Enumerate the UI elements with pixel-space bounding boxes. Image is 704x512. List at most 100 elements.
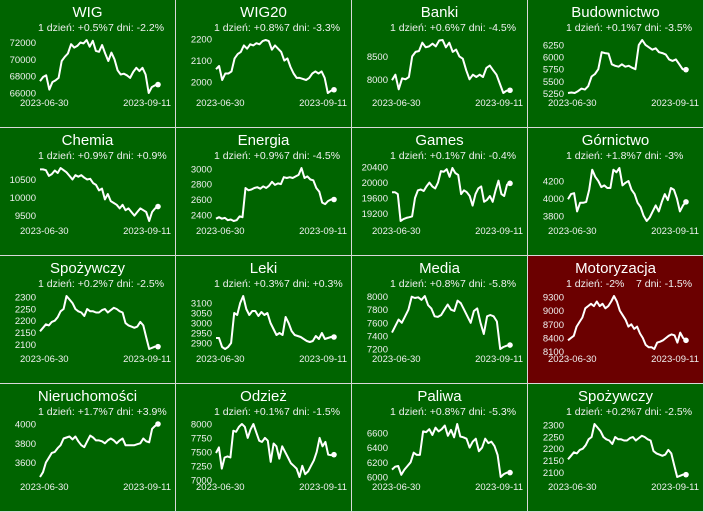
y-tick-label: 72000 [10,38,36,49]
y-tick-label: 20000 [362,178,388,189]
week-change: 7 dni: -2.5% [108,278,165,290]
x-tick-label: 2023-09-11 [475,354,523,365]
series-line [39,39,159,94]
y-tick-label: 6250 [543,40,564,51]
week-change: 7 dni: -1.5% [284,406,341,418]
chart-title: Górnictwo [581,132,650,149]
chart-title: Chemia [61,132,114,149]
week-change: 7 dni: -5.3% [460,406,517,418]
day-change: 1 dzień: +1.8% [566,150,636,162]
chart-title: Odzież [240,388,287,405]
chart-panel: Paliwa 1 dzień: +0.8% 7 dni: -5.3% 6000 6200… [352,384,527,511]
y-tick-label: 19600 [362,193,388,204]
y-tick-label: 2950 [191,329,212,340]
day-change: 1 dzień: +0.9% [214,150,284,162]
week-change: 7 dni: +0.9% [108,150,167,162]
x-tick-label: 2023-09-11 [299,482,347,493]
day-change: 1 dzień: +0.8% [390,406,460,418]
day-change: 1 dzień: +1.7% [38,406,108,418]
x-tick-label: 2023-09-11 [475,482,523,493]
y-tick-label: 2000 [191,78,212,89]
series-line [567,295,687,350]
x-tick-label: 2023-06-30 [196,482,245,493]
series-line [215,39,335,94]
y-tick-label: 6000 [367,473,388,484]
x-tick-label: 2023-09-11 [651,98,699,109]
y-tick-label: 2900 [191,339,212,350]
day-change: 1 dzień: +0.5% [38,22,108,34]
last-value-marker [507,87,513,94]
y-tick-label: 7400 [367,331,388,342]
line-chart: 66000 68000 70000 72000 2023-06-30 2023-09-11 [10,38,171,109]
x-tick-label: 2023-09-11 [299,98,347,109]
x-tick-label: 2023-06-30 [372,482,421,493]
y-tick-label: 8700 [543,320,564,331]
y-tick-label: 7500 [191,447,212,458]
week-change: 7 dni: -2.2% [108,22,165,34]
y-tick-label: 2250 [543,432,564,443]
last-value-marker [331,334,337,340]
chart-panel: Games 1 dzień: +0.1% 7 dni: -0.4% 19200 1960… [352,128,527,255]
y-tick-label: 20400 [362,163,388,174]
last-value-marker [507,469,513,476]
chart-title: WIG20 [240,4,287,21]
chart-title: Paliwa [417,388,462,405]
series-line [216,295,334,350]
y-tick-label: 2800 [191,180,212,191]
line-chart: 8100 8400 8700 9000 9300 2023-06-30 2023-09-11 [543,292,699,365]
y-tick-label: 3000 [191,164,212,175]
y-tick-label: 2100 [191,56,212,67]
line-chart: 3800 4000 4200 2023-06-30 2023-09-11 [543,167,699,237]
x-tick-label: 2023-06-30 [372,226,421,237]
day-change: 1 dzień: +0.1% [566,22,636,34]
x-tick-label: 2023-06-30 [20,226,69,237]
chart-panel: WIG 1 dzień: +0.5% 7 dni: -2.2% 66000 68000 7… [0,0,175,127]
last-value-marker [683,337,689,344]
y-tick-label: 2150 [15,328,36,339]
x-tick-label: 2023-06-30 [196,98,245,109]
x-tick-label: 2023-06-30 [372,354,421,365]
x-tick-label: 2023-06-30 [548,482,597,493]
line-chart: 2400 2600 2800 3000 2023-06-30 2023-09-11 [191,164,347,237]
y-tick-label: 2100 [543,468,564,479]
y-tick-label: 2100 [15,340,36,351]
chart-panel: Spożywczy 1 dzień: +0.2% 7 dni: -2.5% 2100 2… [0,256,175,383]
last-value-marker [155,81,161,88]
chart-panel: Budownictwo 1 dzień: +0.1% 7 dni: -3.5% 525… [528,0,703,127]
y-tick-label: 8100 [543,347,564,358]
series-line [392,167,511,222]
day-change: 1 dzień: +0.8% [390,278,460,290]
x-tick-label: 2023-06-30 [20,98,69,109]
chart-title: Games [415,132,464,149]
y-tick-label: 2150 [543,456,564,467]
chart-panel: Banki 1 dzień: +0.6% 7 dni: -4.5% 8000 8500 2… [352,0,527,127]
line-chart: 3600 3800 4000 2023-06-30 2023-09-11 [15,420,171,494]
x-tick-label: 2023-06-30 [196,354,245,365]
line-chart: 7000 7250 7500 7750 8000 2023-06-30 2023-09-11 [191,420,347,494]
y-tick-label: 3000 [191,319,212,330]
y-tick-label: 3050 [191,309,212,320]
y-tick-label: 2200 [543,444,564,455]
y-tick-label: 2600 [191,195,212,206]
x-tick-label: 2023-06-30 [20,354,69,365]
series-line [40,167,159,222]
x-tick-label: 2023-06-30 [548,226,597,237]
last-value-marker [155,343,161,350]
x-tick-label: 2023-09-11 [651,226,699,237]
week-change: 7 dni: -4.5% [284,150,341,162]
line-chart: 9500 10000 10500 2023-06-30 2023-09-11 [10,167,171,237]
y-tick-label: 10000 [10,193,36,204]
y-tick-label: 8000 [367,75,388,86]
line-chart: 2000 2100 2200 2023-06-30 2023-09-11 [191,34,347,109]
x-tick-label: 2023-09-11 [123,98,171,109]
series-line [567,39,687,94]
week-change: 7 dni: -0.4% [460,150,517,162]
y-tick-label: 10500 [10,175,36,186]
chart-title: Banki [420,4,459,21]
line-chart: 7200 7400 7600 7800 8000 2023-06-30 2023-09-11 [367,292,523,365]
week-change: 7 dni: -3.5% [636,22,693,34]
last-value-marker [507,180,513,187]
